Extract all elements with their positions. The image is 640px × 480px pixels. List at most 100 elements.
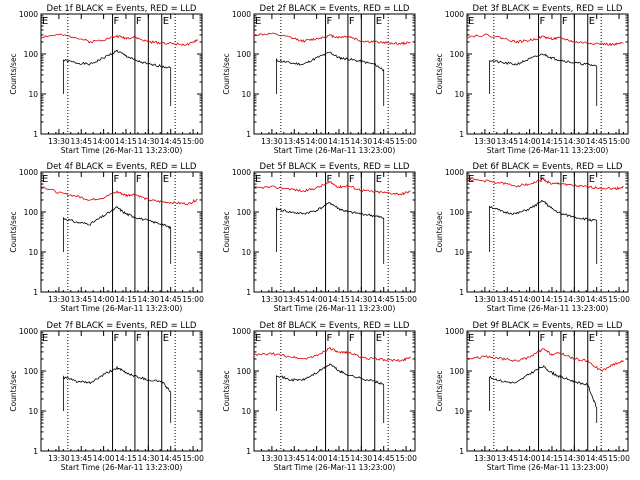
interval-flag-label: E	[468, 333, 474, 344]
x-tick-label: 14:00	[93, 454, 115, 463]
series-line-events	[488, 199, 598, 264]
x-tick-label: 14:45	[373, 295, 395, 304]
panel-title: Det 4f BLACK = Events, RED = LLD	[47, 162, 197, 172]
y-tick-label: 10	[241, 407, 251, 416]
x-tick-label: 13:45	[283, 454, 305, 463]
interval-flag-label: E	[255, 333, 261, 344]
x-tick-label: 14:30	[351, 454, 373, 463]
plot-frame	[253, 13, 416, 135]
x-tick-label: 14:00	[306, 454, 328, 463]
x-tick-label: 14:30	[138, 137, 160, 146]
interval-flag-label: E	[376, 174, 382, 185]
interval-flag-label: F	[349, 16, 355, 27]
x-tick-label: 14:45	[586, 454, 608, 463]
plot-frame	[466, 171, 629, 293]
interval-flag-label: E	[376, 16, 382, 27]
interval-flag-label: F	[562, 333, 568, 344]
series-line-events	[488, 365, 598, 423]
y-tick-label: 100	[237, 367, 252, 376]
y-tick-label: 10	[241, 248, 251, 257]
y-tick-label: 100	[24, 367, 39, 376]
x-tick-label: 13:30	[261, 137, 283, 146]
interval-flag-label: F	[327, 333, 333, 344]
x-tick-label: 15:00	[608, 137, 630, 146]
x-tick-label: 14:00	[306, 295, 328, 304]
x-tick-label: 15:00	[608, 295, 630, 304]
x-tick-label: 13:45	[496, 295, 518, 304]
x-tick-label: 13:45	[283, 295, 305, 304]
series-line-lld	[466, 178, 624, 191]
interval-flag-label: F	[562, 16, 568, 27]
x-tick-label: 13:30	[48, 295, 70, 304]
y-tick-label: 1	[246, 130, 251, 139]
panel-det-4: Det 4f BLACK = Events, RED = LLD 1 10 100 10…	[9, 162, 204, 313]
x-tick-label: 13:45	[496, 454, 518, 463]
x-tick-label: 14:00	[306, 137, 328, 146]
x-tick-label: 14:15	[541, 137, 563, 146]
x-axis-label: Start Time (26-Mar-11 13:23:00)	[274, 304, 396, 313]
panel-det-2: Det 2f BLACK = Events, RED = LLD 1 10 100 10…	[222, 4, 417, 155]
x-tick-label: 15:00	[608, 454, 630, 463]
y-tick-label: 1000	[445, 168, 464, 177]
interval-flag-label: F	[114, 174, 120, 185]
x-tick-label: 13:45	[70, 295, 92, 304]
plot-frame	[466, 330, 629, 452]
interval-flag-label: F	[349, 333, 355, 344]
y-tick-label: 1000	[19, 168, 38, 177]
x-tick-label: 15:00	[395, 137, 417, 146]
x-tick-label: 15:00	[182, 454, 204, 463]
y-tick-label: 1	[459, 288, 464, 297]
interval-flag-label: E	[468, 16, 474, 27]
series-line-events	[275, 201, 385, 264]
interval-flag-label: E	[42, 333, 48, 344]
interval-flag-label: E	[163, 333, 169, 344]
interval-flag-label: E	[589, 174, 595, 185]
interval-flag-label: F	[540, 333, 546, 344]
y-axis-label: Counts/sec	[9, 53, 18, 94]
interval-flag-label: F	[114, 16, 120, 27]
y-tick-label: 1000	[232, 10, 251, 19]
x-tick-label: 14:15	[115, 454, 137, 463]
interval-flag-label: E	[163, 16, 169, 27]
panel-title: Det 6f BLACK = Events, RED = LLD	[473, 162, 623, 172]
x-tick-label: 15:00	[182, 295, 204, 304]
x-axis-label: Start Time (26-Mar-11 13:23:00)	[61, 304, 183, 313]
panel-title: Det 3f BLACK = Events, RED = LLD	[473, 4, 623, 14]
series-line-lld	[253, 32, 411, 46]
y-tick-label: 10	[28, 248, 38, 257]
series-line-events	[63, 49, 172, 106]
plot-frame	[40, 13, 203, 135]
series-line-lld	[253, 346, 411, 363]
y-tick-label: 1000	[445, 327, 464, 336]
interval-flag-label: F	[114, 333, 120, 344]
x-tick-label: 14:45	[373, 137, 395, 146]
x-axis-label: Start Time (26-Mar-11 13:23:00)	[61, 463, 183, 472]
x-tick-label: 14:15	[541, 454, 563, 463]
x-tick-label: 14:30	[564, 137, 586, 146]
panel-det-6: Det 6f BLACK = Events, RED = LLD 1 10 100 10…	[435, 162, 630, 313]
interval-flag-label: E	[376, 333, 382, 344]
panel-title: Det 9f BLACK = Events, RED = LLD	[473, 321, 623, 331]
y-tick-label: 100	[450, 208, 465, 217]
series-line-events	[63, 206, 172, 264]
x-tick-label: 15:00	[395, 454, 417, 463]
interval-flag-label: F	[349, 174, 355, 185]
y-tick-label: 10	[454, 407, 464, 416]
y-axis-label: Counts/sec	[9, 370, 18, 411]
x-tick-label: 13:30	[474, 137, 496, 146]
x-tick-label: 13:45	[496, 137, 518, 146]
panel-title: Det 2f BLACK = Events, RED = LLD	[260, 4, 410, 14]
x-tick-label: 15:00	[182, 137, 204, 146]
y-tick-label: 10	[454, 90, 464, 99]
x-axis-label: Start Time (26-Mar-11 13:23:00)	[61, 146, 183, 155]
x-tick-label: 14:30	[351, 137, 373, 146]
x-tick-label: 13:45	[70, 137, 92, 146]
panel-det-9: Det 9f BLACK = Events, RED = LLD 1 10 100 10…	[435, 321, 630, 472]
y-tick-label: 1000	[19, 10, 38, 19]
series-line-lld	[253, 181, 411, 196]
interval-flag-label: E	[42, 174, 48, 185]
x-tick-label: 13:30	[261, 454, 283, 463]
x-tick-label: 14:00	[519, 137, 541, 146]
y-axis-label: Counts/sec	[435, 211, 444, 252]
x-axis-label: Start Time (26-Mar-11 13:23:00)	[487, 146, 609, 155]
